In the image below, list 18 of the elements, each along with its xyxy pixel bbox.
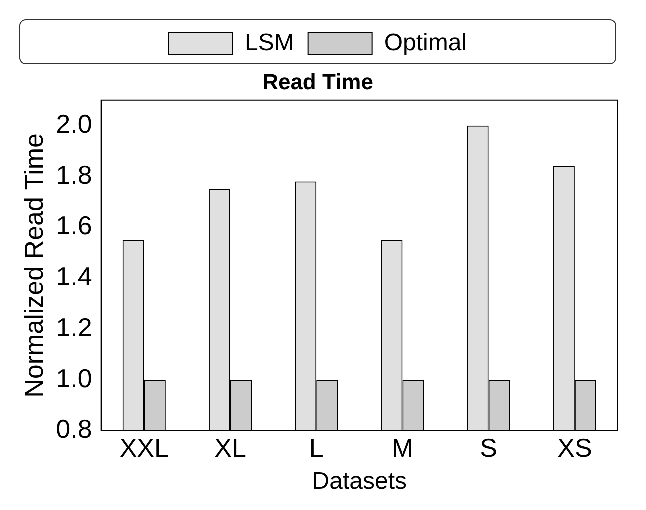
- x-tick-label: S: [480, 432, 498, 463]
- x-axis-title: Datasets: [312, 468, 408, 496]
- x-tick-label: M: [392, 432, 414, 463]
- chart-title: Read Time: [262, 69, 374, 94]
- y-tick-label: 1.8: [56, 160, 92, 190]
- y-tick-label: 1.4: [56, 262, 92, 292]
- y-tick-label: 1.6: [56, 210, 92, 241]
- y-axis-title: Normalized Read Time: [18, 133, 49, 398]
- legend-label: Optimal: [384, 30, 468, 57]
- y-tick-label: 2.0: [56, 109, 92, 140]
- x-tick-label: L: [309, 432, 324, 463]
- legend-label: LSM: [244, 30, 294, 57]
- y-tick-label: 1.2: [56, 312, 92, 342]
- y-tick-label: 0.8: [56, 414, 92, 444]
- x-tick-label: XS: [558, 432, 592, 463]
- x-tick-label: XL: [214, 432, 246, 463]
- y-tick-label: 1.0: [56, 363, 92, 394]
- x-tick-label: XXL: [120, 432, 169, 463]
